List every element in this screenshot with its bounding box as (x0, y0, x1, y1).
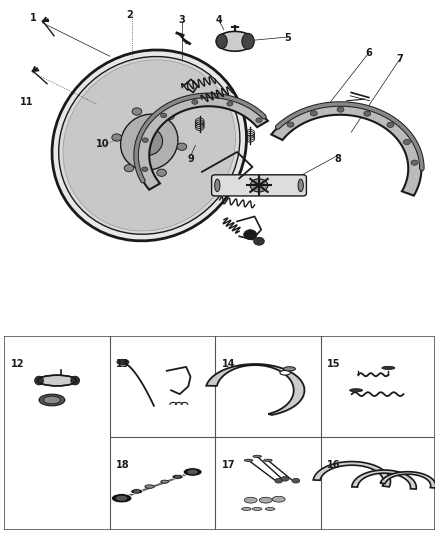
Ellipse shape (177, 143, 186, 150)
Polygon shape (271, 104, 420, 196)
Ellipse shape (132, 108, 141, 115)
Ellipse shape (63, 60, 235, 231)
Ellipse shape (52, 50, 246, 241)
Ellipse shape (131, 489, 142, 494)
Circle shape (386, 122, 393, 127)
Ellipse shape (215, 34, 227, 49)
Ellipse shape (43, 396, 60, 404)
Text: 5: 5 (283, 33, 290, 43)
Ellipse shape (281, 477, 288, 481)
Text: 13: 13 (116, 359, 130, 369)
Polygon shape (351, 470, 415, 489)
Ellipse shape (297, 179, 303, 192)
Ellipse shape (112, 134, 121, 141)
Polygon shape (312, 462, 389, 487)
Ellipse shape (38, 375, 76, 386)
Ellipse shape (183, 467, 201, 477)
Circle shape (142, 138, 148, 142)
Ellipse shape (381, 366, 394, 369)
Circle shape (141, 167, 148, 172)
Text: 6: 6 (364, 48, 371, 58)
Ellipse shape (71, 376, 79, 385)
Circle shape (250, 179, 267, 192)
Ellipse shape (349, 389, 362, 392)
Circle shape (160, 113, 166, 118)
Polygon shape (379, 472, 434, 488)
Text: 9: 9 (187, 154, 194, 164)
Ellipse shape (252, 507, 261, 511)
Ellipse shape (187, 470, 198, 474)
Circle shape (410, 160, 417, 165)
Ellipse shape (116, 496, 127, 501)
Circle shape (244, 497, 257, 503)
Ellipse shape (39, 394, 65, 406)
Text: 15: 15 (326, 359, 340, 369)
Circle shape (117, 359, 129, 365)
Circle shape (310, 111, 317, 116)
Circle shape (336, 107, 343, 112)
Ellipse shape (241, 507, 251, 511)
Ellipse shape (244, 459, 252, 462)
Text: 4: 4 (215, 15, 223, 25)
Circle shape (253, 237, 264, 245)
Text: 12: 12 (11, 359, 24, 369)
Ellipse shape (263, 459, 272, 462)
Circle shape (363, 111, 370, 116)
Circle shape (255, 118, 261, 123)
Text: 2: 2 (126, 10, 133, 20)
Ellipse shape (111, 494, 132, 503)
Ellipse shape (156, 169, 166, 176)
Bar (38, 376, 76, 385)
Ellipse shape (252, 455, 261, 457)
Text: 7: 7 (395, 54, 402, 64)
FancyBboxPatch shape (211, 175, 306, 196)
Polygon shape (206, 364, 304, 415)
Ellipse shape (120, 114, 177, 170)
Text: 16: 16 (326, 461, 340, 470)
Ellipse shape (241, 34, 254, 49)
Circle shape (272, 496, 284, 502)
Text: 1: 1 (29, 13, 36, 23)
Ellipse shape (172, 474, 183, 479)
Text: 11: 11 (20, 98, 33, 108)
Ellipse shape (164, 112, 174, 120)
Ellipse shape (124, 165, 134, 172)
Circle shape (259, 497, 272, 503)
Ellipse shape (160, 480, 168, 483)
Polygon shape (136, 95, 267, 190)
Text: 17: 17 (221, 461, 235, 470)
Text: 10: 10 (96, 139, 110, 149)
Ellipse shape (291, 479, 299, 483)
Ellipse shape (136, 129, 162, 155)
Circle shape (243, 230, 256, 240)
Text: 18: 18 (116, 461, 130, 470)
Ellipse shape (59, 56, 239, 235)
Ellipse shape (216, 31, 253, 51)
Ellipse shape (274, 479, 282, 483)
Circle shape (279, 370, 290, 375)
Text: 14: 14 (221, 359, 235, 369)
Ellipse shape (145, 485, 154, 488)
Text: 3: 3 (178, 15, 185, 25)
Circle shape (226, 101, 233, 106)
Ellipse shape (283, 367, 295, 371)
Ellipse shape (133, 490, 140, 493)
Circle shape (191, 100, 198, 104)
Ellipse shape (214, 179, 219, 192)
Ellipse shape (35, 376, 43, 385)
Ellipse shape (174, 475, 180, 478)
Text: 8: 8 (334, 154, 341, 164)
Circle shape (403, 139, 410, 144)
Circle shape (286, 122, 293, 127)
Ellipse shape (265, 507, 274, 511)
